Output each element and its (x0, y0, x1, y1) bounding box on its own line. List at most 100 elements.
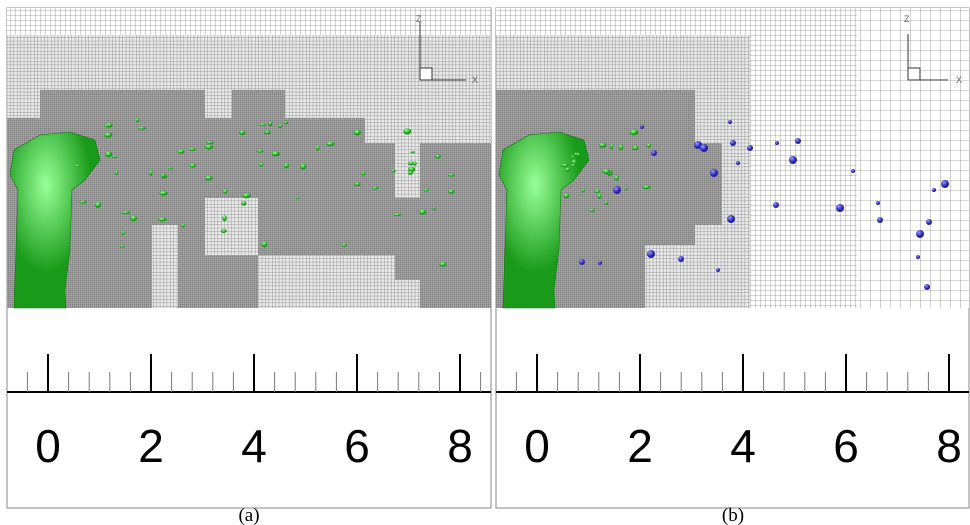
caption: (a) (238, 505, 259, 525)
droplets (561, 120, 949, 290)
droplet (610, 143, 614, 150)
droplet (407, 170, 413, 176)
droplet (121, 230, 125, 236)
particle (851, 169, 855, 173)
droplet (646, 143, 652, 148)
droplet (576, 152, 581, 157)
droplet (158, 217, 167, 222)
droplet (624, 186, 628, 191)
droplet (204, 144, 214, 150)
droplet (161, 172, 166, 179)
droplet (629, 129, 639, 136)
ruler-label: 0 (35, 420, 61, 472)
ruler-label: 6 (833, 420, 859, 472)
particle (932, 188, 936, 192)
axis-label: Z (904, 14, 910, 24)
droplet (410, 150, 415, 154)
mesh (152, 225, 178, 308)
particle (579, 259, 585, 265)
droplet (423, 188, 430, 192)
droplet (220, 228, 227, 234)
droplet (642, 185, 651, 190)
ruler: 0 2 4 6 8 (26, 354, 482, 472)
droplet (316, 145, 320, 152)
mesh (258, 255, 395, 308)
droplet (137, 126, 147, 130)
droplet (94, 201, 102, 208)
droplet (112, 155, 118, 159)
particle (836, 204, 844, 212)
particle (700, 144, 708, 152)
droplet (588, 208, 596, 212)
droplet (434, 154, 441, 159)
particle (730, 140, 736, 146)
particle (789, 156, 797, 164)
ruler-label: 2 (138, 420, 164, 472)
droplet (563, 193, 570, 199)
droplet (439, 261, 447, 267)
droplet (241, 201, 247, 206)
droplet (167, 166, 173, 170)
droplet (222, 189, 228, 194)
droplet (189, 163, 197, 168)
axis-triad: Z X (904, 14, 962, 85)
droplet (412, 161, 417, 166)
particle (647, 250, 655, 258)
droplet (618, 144, 624, 151)
particle (876, 201, 880, 205)
axis-label: X (956, 75, 962, 85)
mesh (395, 280, 420, 308)
droplet (604, 200, 609, 206)
droplet (271, 151, 280, 157)
droplet (407, 161, 415, 166)
droplet (222, 215, 227, 222)
droplet (283, 162, 290, 169)
ruler: 0 2 4 6 8 (515, 354, 962, 472)
droplet (264, 130, 271, 135)
droplet (581, 188, 585, 193)
caption: (b) (722, 505, 744, 525)
droplet (259, 162, 264, 167)
droplet (602, 168, 611, 175)
droplet (149, 169, 153, 176)
mesh (7, 8, 491, 35)
droplet (448, 189, 455, 194)
particle (640, 125, 644, 129)
droplet (121, 210, 131, 215)
particle (728, 120, 732, 124)
droplet (408, 166, 416, 173)
droplet (206, 141, 215, 145)
particle (926, 219, 932, 225)
droplet (259, 123, 266, 127)
droplet (181, 223, 185, 228)
droplet (278, 123, 283, 129)
droplet (564, 167, 571, 173)
particle (941, 180, 949, 188)
ruler-label: 4 (730, 420, 756, 472)
droplet (341, 243, 347, 248)
ruler-label: 6 (344, 420, 370, 472)
droplet (571, 155, 575, 159)
particle (924, 284, 930, 290)
particle (747, 145, 753, 151)
liquid-jet (498, 131, 590, 309)
droplet (614, 175, 620, 181)
droplet (570, 163, 576, 167)
droplet (597, 193, 602, 199)
droplet (561, 163, 569, 168)
droplet (177, 149, 185, 154)
droplet (204, 175, 213, 181)
droplet (447, 173, 455, 177)
droplet (189, 147, 196, 152)
mesh (205, 198, 258, 255)
droplet (419, 209, 427, 215)
particle (710, 169, 718, 177)
ruler-label: 4 (241, 420, 267, 472)
ruler-label: 2 (627, 420, 653, 472)
droplet (130, 215, 138, 222)
particle (727, 215, 735, 223)
droplet (631, 145, 639, 151)
droplet (105, 151, 113, 158)
droplet (391, 169, 396, 173)
